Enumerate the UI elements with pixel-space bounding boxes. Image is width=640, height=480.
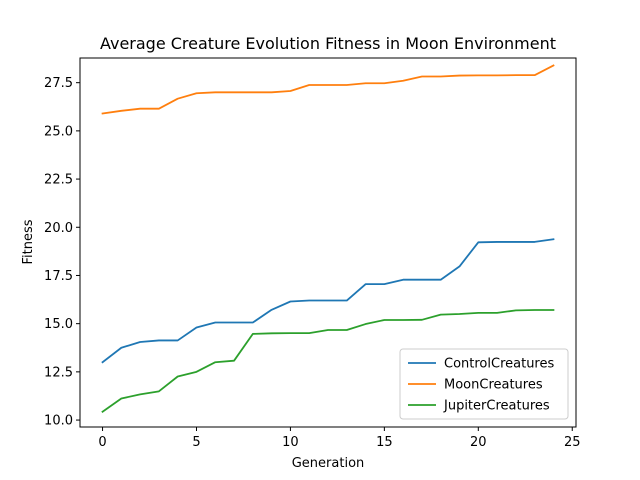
legend-label-JupiterCreatures: JupiterCreatures (443, 399, 550, 414)
series-line-ControlCreatures (101, 238, 555, 364)
x-tick-label: 5 (192, 435, 200, 450)
y-axis: 10.0 12.5 15.0 17.5 20.0 22.5 25.0 27.5 (44, 76, 80, 429)
x-tick-label: 10 (282, 435, 299, 450)
y-tick-label: 22.5 (44, 173, 73, 188)
axes-frame (79, 57, 577, 428)
y-tick-label: 17.5 (44, 269, 73, 284)
legend-label-ControlCreatures: ControlCreatures (444, 357, 554, 372)
series-line-JupiterCreatures (101, 309, 555, 414)
y-tick-label: 12.5 (44, 365, 73, 380)
plot-area (101, 64, 555, 414)
x-tick-label: 25 (564, 435, 581, 450)
legend-label-MoonCreatures: MoonCreatures (444, 378, 543, 393)
y-tick-label: 25.0 (44, 124, 73, 139)
chart-title: Average Creature Evolution Fitness in Mo… (100, 34, 556, 53)
x-tick-label: 15 (376, 435, 393, 450)
y-tick-label: 15.0 (44, 317, 73, 332)
x-tick-label: 0 (98, 435, 106, 450)
series-line-MoonCreatures (101, 64, 555, 115)
x-tick-label: 20 (470, 435, 487, 450)
y-tick-label: 27.5 (44, 76, 73, 91)
y-tick-label: 10.0 (44, 414, 73, 429)
legend-box (399, 348, 569, 420)
legend: ControlCreatures MoonCreatures JupiterCrea… (399, 348, 569, 420)
x-axis: 0 5 10 15 20 25 (98, 427, 581, 450)
y-axis-label: Fitness (21, 219, 36, 264)
y-tick-label: 20.0 (44, 221, 73, 236)
x-axis-label: Generation (292, 456, 365, 471)
